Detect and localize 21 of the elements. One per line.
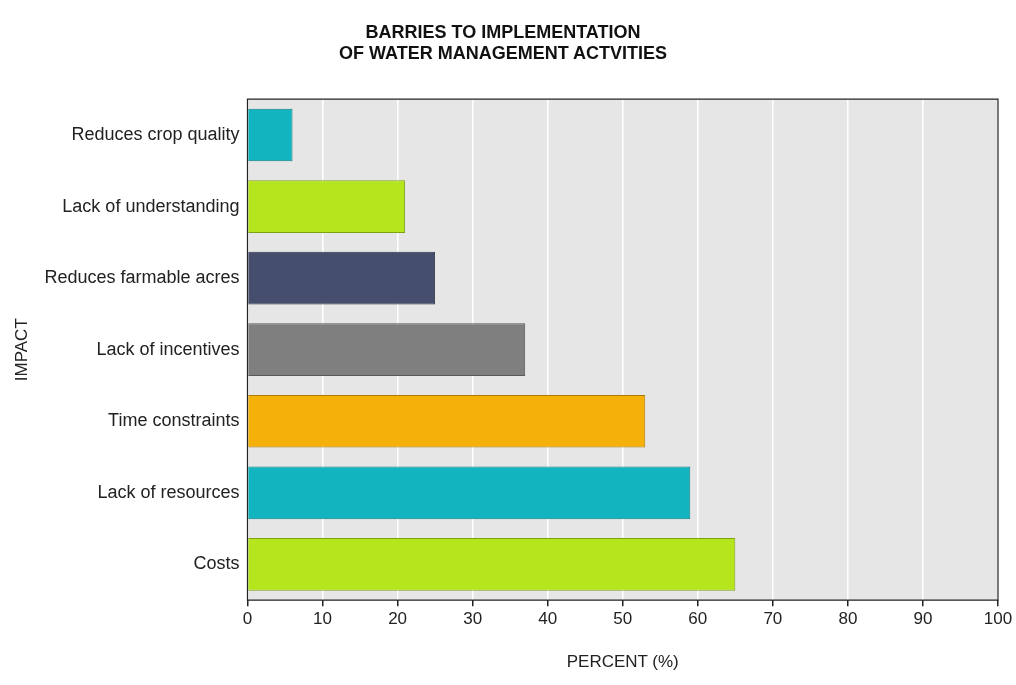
- x-tick-label: 0: [242, 609, 253, 629]
- y-tick-label: Reduces crop quality: [71, 123, 240, 144]
- x-tick-label: 60: [688, 609, 708, 629]
- x-tick-label: 20: [388, 609, 408, 629]
- y-tick-label: Costs: [193, 553, 240, 574]
- y-tick-label: Lack of incentives: [96, 338, 240, 359]
- x-tick-label: 50: [613, 609, 633, 629]
- x-tick-label: 100: [983, 609, 1013, 629]
- x-tick-label: 10: [313, 609, 332, 629]
- y-axis-title: IMPACT: [11, 318, 31, 382]
- x-tick-label: 90: [913, 609, 933, 629]
- x-tick-label: 80: [838, 609, 858, 629]
- x-tick-label: 30: [463, 609, 483, 629]
- y-tick-label: Lack of resources: [97, 481, 240, 502]
- chart-title: BARRIES TO IMPLEMENTATION OF WATER MANAGEMENT ACTVITIES: [339, 21, 667, 64]
- y-tick-label: Lack of understanding: [62, 195, 240, 216]
- y-tick-label: Reduces farmable acres: [44, 267, 240, 288]
- x-axis-title: PERCENT (%): [566, 652, 679, 672]
- x-tick-label: 40: [538, 609, 558, 629]
- y-tick-label: Time constraints: [108, 410, 240, 431]
- x-tick-label: 70: [763, 609, 783, 629]
